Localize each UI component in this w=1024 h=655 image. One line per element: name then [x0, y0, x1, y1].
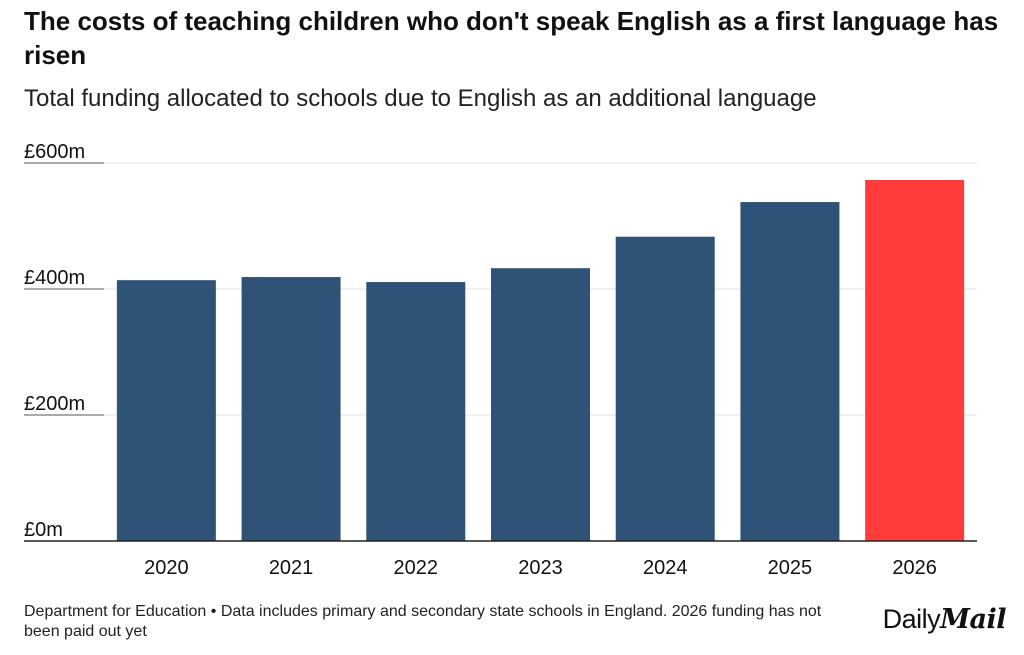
y-tick-label: £400m: [24, 267, 85, 289]
bar-2024: [615, 236, 715, 541]
x-tick-label-2026: 2026: [892, 557, 937, 579]
y-tick-label: £200m: [24, 393, 85, 415]
bar-2025: [740, 202, 840, 541]
x-axis-labels: 2020 2021 2022 2023 2024 2025 2026: [144, 557, 937, 579]
daily-mail-logo: DailyMail: [882, 604, 1007, 635]
source-note: Department for Education • Data includes…: [24, 603, 822, 640]
bar-2020: [116, 280, 216, 541]
y-tick-label: £600m: [24, 141, 85, 163]
bar-chart: £0m£200m£400m£600m 2020 2021 2022 2023 2024 2…: [24, 141, 977, 579]
chart-subtitle: Total funding allocated to schools due t…: [24, 85, 817, 112]
x-tick-label-2023: 2023: [518, 557, 563, 579]
y-axis-labels: £0m £200m £400m £600m: [24, 141, 85, 541]
chart-title: The costs of teaching children who don't…: [24, 6, 999, 70]
bars: [116, 180, 965, 541]
x-tick-label-2022: 2022: [394, 557, 439, 579]
logo-part-mail: Mail: [940, 604, 1006, 635]
bar-2022: [366, 282, 466, 541]
logo-part-daily: Daily: [882, 604, 941, 634]
bar-2026: [865, 180, 965, 541]
x-tick-label-2021: 2021: [269, 557, 314, 579]
x-tick-label-2024: 2024: [643, 557, 688, 579]
y-tick-label: £0m: [24, 519, 63, 541]
x-tick-label-2020: 2020: [144, 557, 189, 579]
bar-2023: [491, 268, 590, 541]
x-tick-label-2025: 2025: [768, 557, 813, 579]
bar-2021: [241, 277, 341, 541]
